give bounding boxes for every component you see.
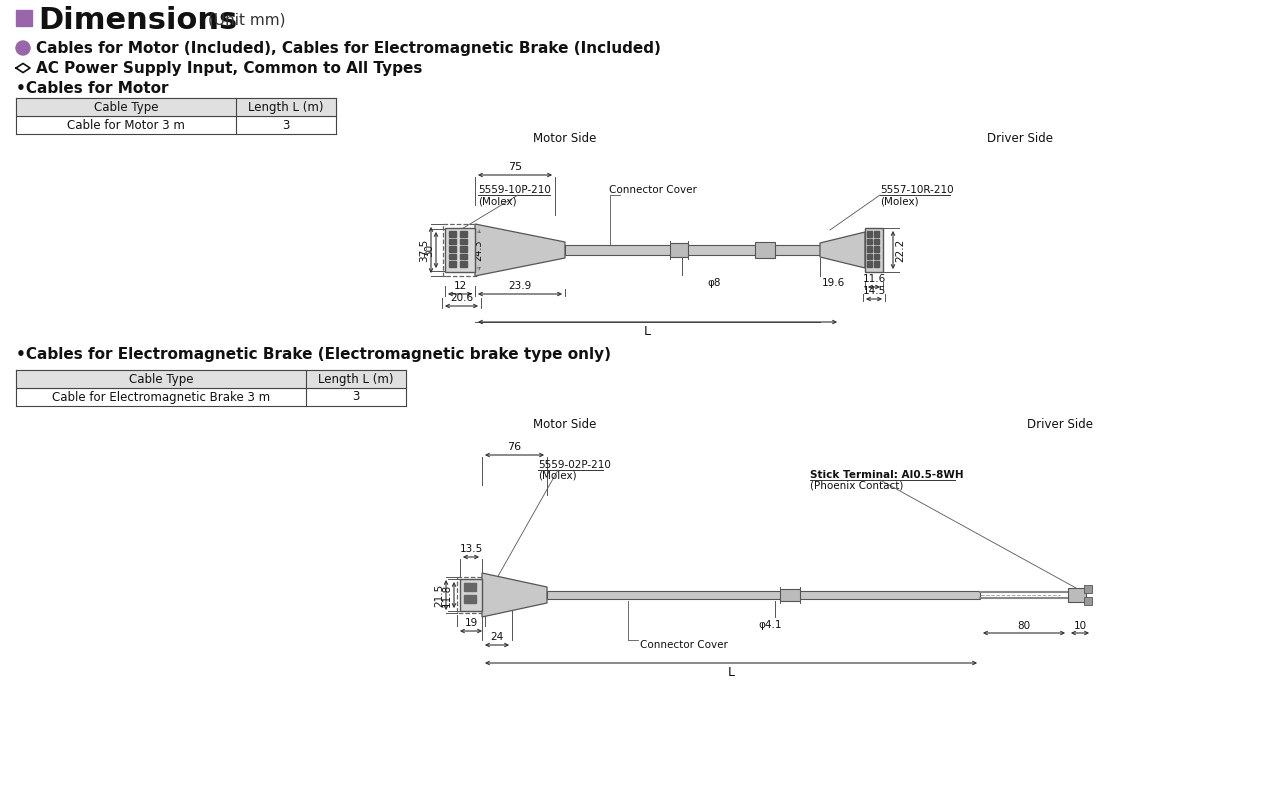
Text: 5559-02P-210: 5559-02P-210 xyxy=(538,460,611,470)
Text: (Molex): (Molex) xyxy=(477,196,517,206)
Text: (Molex): (Molex) xyxy=(538,471,576,481)
Text: (Molex): (Molex) xyxy=(881,196,919,206)
Text: 3: 3 xyxy=(352,390,360,404)
Text: Cable for Motor 3 m: Cable for Motor 3 m xyxy=(67,118,184,131)
Bar xyxy=(465,583,476,591)
Text: Cable Type: Cable Type xyxy=(129,373,193,386)
Bar xyxy=(867,254,872,259)
Text: 12: 12 xyxy=(453,281,467,291)
Text: Cables for Motor (Included), Cables for Electromagnetic Brake (Included): Cables for Motor (Included), Cables for … xyxy=(36,41,660,56)
Text: 11.8: 11.8 xyxy=(442,584,452,607)
Text: 21.5: 21.5 xyxy=(434,584,444,607)
Polygon shape xyxy=(820,232,865,268)
Text: •Cables for Electromagnetic Brake (Electromagnetic brake type only): •Cables for Electromagnetic Brake (Elect… xyxy=(15,347,611,362)
Text: 37.5: 37.5 xyxy=(419,238,429,262)
Text: 76: 76 xyxy=(507,442,521,452)
Bar xyxy=(449,261,456,266)
Bar xyxy=(564,245,820,255)
Text: AC Power Supply Input, Common to All Types: AC Power Supply Input, Common to All Typ… xyxy=(36,60,422,76)
Text: 11.6: 11.6 xyxy=(863,274,886,284)
Text: 14.5: 14.5 xyxy=(863,286,886,296)
Bar xyxy=(865,228,883,272)
Bar xyxy=(874,261,879,266)
Text: Driver Side: Driver Side xyxy=(1027,418,1093,431)
Bar xyxy=(449,231,456,236)
Text: 80: 80 xyxy=(1018,621,1030,631)
Bar xyxy=(460,254,467,259)
Text: 13.5: 13.5 xyxy=(460,544,483,554)
Bar xyxy=(449,246,456,251)
Bar xyxy=(867,246,872,251)
Text: L: L xyxy=(727,666,735,679)
Text: 19: 19 xyxy=(465,618,477,628)
Bar xyxy=(867,231,872,236)
Polygon shape xyxy=(475,224,564,276)
Text: φ4.1: φ4.1 xyxy=(758,620,782,630)
Bar xyxy=(755,242,774,258)
Bar xyxy=(15,98,335,116)
Bar xyxy=(15,370,406,388)
Bar xyxy=(449,238,456,244)
Text: Cable for Electromagnetic Brake 3 m: Cable for Electromagnetic Brake 3 m xyxy=(52,390,270,404)
Text: Motor Side: Motor Side xyxy=(534,132,596,145)
Bar xyxy=(780,589,800,601)
Bar xyxy=(460,246,467,251)
Bar xyxy=(547,591,980,599)
Bar xyxy=(443,224,477,276)
Text: 5557-10R-210: 5557-10R-210 xyxy=(881,185,954,195)
Text: Cable Type: Cable Type xyxy=(93,100,159,114)
Circle shape xyxy=(15,41,29,55)
Bar xyxy=(669,243,689,257)
Bar xyxy=(460,579,483,611)
Bar xyxy=(460,261,467,266)
Bar xyxy=(15,10,32,26)
Text: Motor Side: Motor Side xyxy=(534,418,596,431)
Text: Dimensions: Dimensions xyxy=(38,6,237,34)
Text: 22.2: 22.2 xyxy=(895,238,905,262)
Bar xyxy=(449,254,456,259)
Text: 24: 24 xyxy=(490,632,503,642)
Polygon shape xyxy=(483,573,547,617)
Bar xyxy=(457,577,485,613)
Bar xyxy=(1084,585,1092,593)
Text: 10: 10 xyxy=(1074,621,1087,631)
Text: 20.6: 20.6 xyxy=(451,293,474,303)
Bar xyxy=(874,246,879,251)
Text: •Cables for Motor: •Cables for Motor xyxy=(15,80,169,95)
Text: Connector Cover: Connector Cover xyxy=(640,640,728,650)
Text: 5559-10P-210: 5559-10P-210 xyxy=(477,185,550,195)
Bar xyxy=(867,238,872,244)
Text: 3: 3 xyxy=(283,118,289,131)
Bar xyxy=(445,228,475,272)
Text: Length L (m): Length L (m) xyxy=(248,100,324,114)
Text: Length L (m): Length L (m) xyxy=(319,373,394,386)
Text: Connector Cover: Connector Cover xyxy=(609,185,696,195)
Text: Stick Terminal: AI0.5-8WH: Stick Terminal: AI0.5-8WH xyxy=(810,470,964,480)
Bar xyxy=(1084,597,1092,605)
Text: 75: 75 xyxy=(508,162,522,172)
Bar xyxy=(874,238,879,244)
Text: 19.6: 19.6 xyxy=(822,278,845,288)
Text: Driver Side: Driver Side xyxy=(987,132,1053,145)
Bar xyxy=(460,238,467,244)
Bar xyxy=(867,261,872,266)
Text: L: L xyxy=(644,325,652,338)
Bar xyxy=(874,254,879,259)
Text: 30: 30 xyxy=(424,243,434,257)
Text: 24.3: 24.3 xyxy=(474,239,483,261)
Text: 23.9: 23.9 xyxy=(508,281,531,291)
Text: (Unit mm): (Unit mm) xyxy=(207,13,285,28)
Bar xyxy=(874,231,879,236)
Bar xyxy=(460,231,467,236)
Text: (Phoenix Contact): (Phoenix Contact) xyxy=(810,481,904,491)
Text: φ8: φ8 xyxy=(708,278,721,288)
Bar xyxy=(1068,588,1085,602)
Bar xyxy=(465,595,476,603)
